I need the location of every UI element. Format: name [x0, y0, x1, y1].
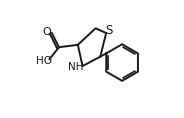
Text: O: O [42, 27, 51, 37]
Text: NH: NH [68, 62, 84, 72]
Text: HO: HO [36, 56, 52, 66]
Text: S: S [105, 24, 113, 37]
